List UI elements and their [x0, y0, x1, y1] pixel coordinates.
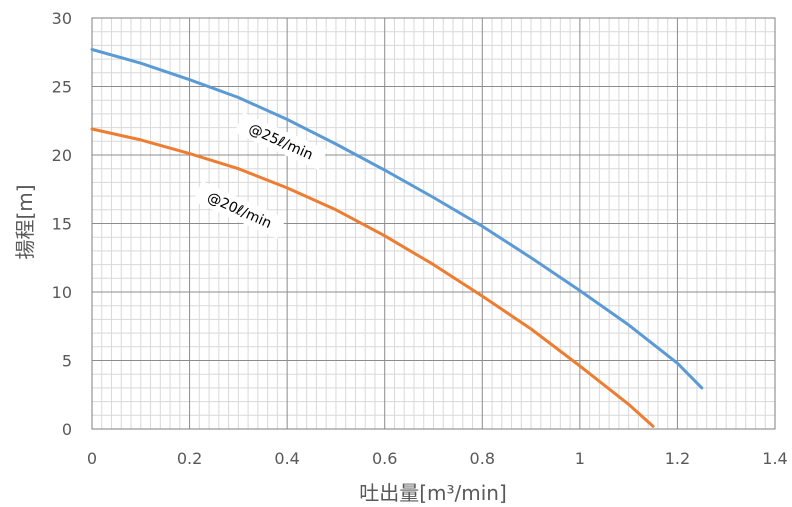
x-tick-label: 0.4 [274, 449, 299, 468]
series-line-2 [90, 127, 655, 428]
series-line-1 [90, 48, 704, 390]
y-tick-label: 30 [52, 9, 72, 28]
x-tick-label: 1.2 [665, 449, 690, 468]
curve-label-background [193, 181, 287, 239]
x-tick-label: 1 [575, 449, 585, 468]
x-tick-label: 0.6 [372, 449, 397, 468]
curve-label-background [234, 112, 328, 171]
x-tick-label: 0 [87, 449, 97, 468]
grid [91, 17, 776, 430]
x-axis-title: 吐出量[m³/min] [359, 481, 507, 505]
series-group [90, 48, 704, 428]
y-tick-label: 10 [52, 283, 72, 302]
x-tick-label: 1.4 [762, 449, 787, 468]
plot-frame [91, 17, 776, 430]
x-tick-label: 0.8 [470, 449, 495, 468]
y-tick-label: 25 [52, 78, 72, 97]
y-tick-label: 5 [62, 352, 72, 371]
x-tick-labels: 0 0.2 0.4 0.6 0.8 1 1.2 1.4 [87, 449, 788, 468]
y-tick-label: 0 [62, 420, 72, 439]
y-tick-label: 15 [52, 215, 72, 234]
y-axis-title: 揚程[m] [13, 184, 37, 259]
x-tick-label: 0.2 [177, 449, 202, 468]
y-tick-label: 20 [52, 146, 72, 165]
y-tick-labels: 0 5 10 15 20 25 30 [52, 9, 72, 439]
